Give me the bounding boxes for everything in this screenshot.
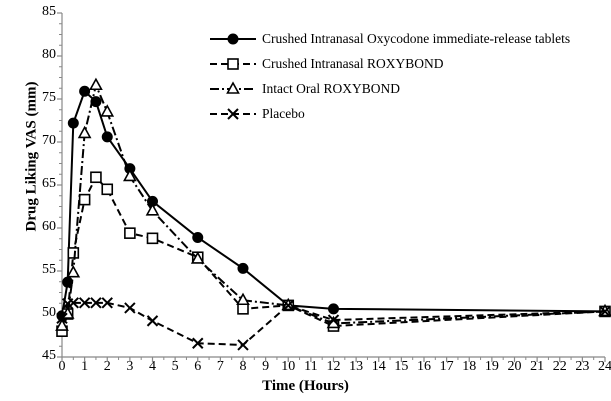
- data-point: [101, 297, 113, 309]
- data-point: [190, 251, 205, 264]
- x-tick-label: 10: [281, 359, 296, 374]
- x-tick-label: 11: [304, 359, 318, 374]
- data-point: [227, 107, 239, 120]
- data-point: [101, 183, 114, 196]
- data-point: [599, 305, 611, 318]
- x-tick-label: 23: [575, 359, 590, 374]
- x-tick-label: 4: [149, 359, 156, 374]
- x-tick-label: 1: [81, 359, 89, 374]
- legend-marker-icon: [208, 105, 258, 123]
- data-point: [192, 337, 204, 349]
- x-tick-label: 16: [417, 359, 431, 374]
- data-point: [56, 312, 68, 325]
- data-point: [237, 303, 249, 315]
- data-point: [237, 262, 249, 274]
- x-tick-label: 20: [507, 359, 522, 374]
- x-tick-label: 12: [326, 359, 341, 374]
- x-tick-label: 21: [530, 359, 545, 374]
- data-point: [124, 227, 136, 239]
- y-axis-tick-labels: 45 50 55 60 65 70 75 80 85: [30, 0, 56, 401]
- data-point: [123, 168, 137, 182]
- data-point: [236, 292, 250, 306]
- data-point: [237, 339, 249, 351]
- series-4: [56, 297, 611, 351]
- x-tick-label: 18: [462, 359, 477, 374]
- y-tick-label: 80: [42, 47, 56, 62]
- y-tick-label: 50: [42, 305, 56, 320]
- x-tick-label: 22: [552, 359, 567, 374]
- data-point: [78, 297, 91, 309]
- y-tick-label: 60: [42, 219, 56, 234]
- data-point: [226, 80, 240, 94]
- x-tick-label: 8: [239, 359, 247, 374]
- x-tick-label: 9: [262, 359, 270, 374]
- data-point: [67, 117, 79, 129]
- data-point: [124, 302, 136, 314]
- data-point: [79, 85, 91, 97]
- legend-label: Crushed Intranasal ROXYBOND: [262, 55, 444, 71]
- y-tick-label: 65: [42, 176, 56, 191]
- data-point: [77, 125, 92, 139]
- data-point: [55, 318, 69, 331]
- data-point: [67, 247, 80, 259]
- x-axis-label: Time (Hours): [262, 378, 349, 394]
- data-point: [146, 232, 159, 245]
- data-point: [145, 203, 160, 216]
- data-point: [192, 231, 204, 243]
- x-tick-label: 17: [439, 359, 454, 374]
- x-tick-label: 3: [126, 359, 134, 374]
- y-tick-label: 75: [42, 90, 56, 105]
- data-point: [66, 265, 81, 278]
- chart-legend: Crushed Intranasal Oxycodone immediate-r…: [208, 26, 570, 126]
- axis-lines: [57, 12, 606, 362]
- data-point: [78, 193, 91, 206]
- legend-item-3: Intact Oral ROXYBOND: [208, 76, 570, 101]
- x-tick-label: 2: [103, 359, 111, 374]
- data-point: [282, 299, 294, 312]
- legend-label: Intact Oral ROXYBOND: [262, 80, 400, 96]
- data-point: [327, 314, 340, 326]
- data-point: [146, 315, 159, 327]
- legend-label: Crushed Intranasal Oxycodone immediate-r…: [262, 30, 571, 46]
- y-tick-label: 70: [42, 133, 56, 148]
- y-tick-label: 85: [42, 4, 56, 19]
- data-point: [328, 303, 339, 315]
- data-point: [67, 297, 80, 309]
- legend-marker-icon: [208, 30, 258, 48]
- data-point: [90, 171, 102, 184]
- data-point: [227, 33, 239, 44]
- x-tick-label: 6: [194, 359, 202, 374]
- legend-item-2: Crushed Intranasal ROXYBOND: [208, 51, 570, 76]
- legend-marker-icon: [208, 80, 258, 98]
- x-tick-label: 0: [58, 359, 66, 374]
- y-tick-label: 55: [42, 262, 56, 277]
- data-point: [90, 96, 102, 108]
- data-point: [90, 297, 102, 309]
- data-point: [89, 77, 103, 91]
- legend-item-4: Placebo: [208, 101, 570, 126]
- x-tick-label: 5: [171, 359, 179, 374]
- y-tick-label: 45: [42, 348, 56, 363]
- x-tick-label: 19: [484, 359, 499, 374]
- x-tick-label: 14: [371, 359, 386, 374]
- legend-item-1: Crushed Intranasal Oxycodone immediate-r…: [208, 26, 570, 51]
- data-point: [100, 104, 115, 117]
- legend-label: Placebo: [262, 105, 305, 121]
- x-tick-label: 7: [216, 359, 224, 374]
- data-point: [101, 131, 113, 143]
- x-tick-label: 13: [349, 359, 364, 374]
- data-point: [227, 57, 239, 70]
- legend-marker-icon: [208, 55, 258, 73]
- x-tick-label: 15: [394, 359, 409, 374]
- x-tick-label: 24: [598, 359, 611, 374]
